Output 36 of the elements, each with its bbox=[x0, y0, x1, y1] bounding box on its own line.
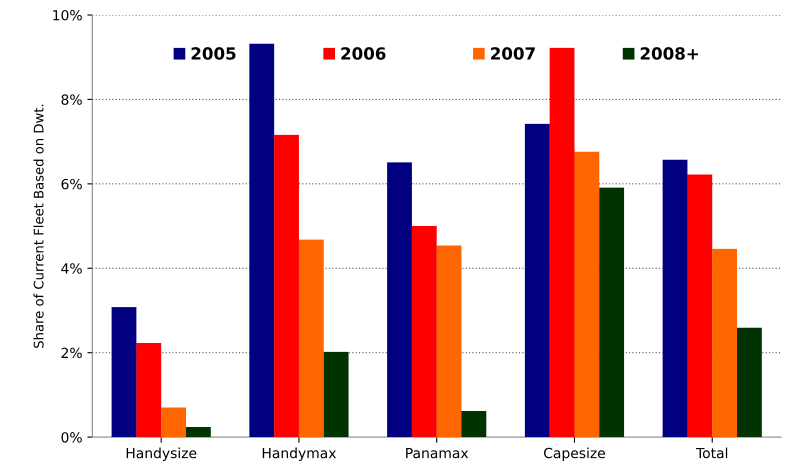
bar bbox=[298, 240, 324, 438]
bar bbox=[249, 44, 274, 438]
bar bbox=[662, 160, 688, 438]
bar bbox=[136, 342, 162, 438]
bar bbox=[186, 426, 211, 438]
y-axis-title: Share of Current Fleet Based on Dwt. bbox=[33, 104, 44, 348]
bar bbox=[274, 134, 299, 438]
bar bbox=[462, 410, 486, 438]
bar bbox=[712, 248, 738, 438]
legend-label: 2008+ bbox=[640, 47, 698, 60]
x-tick-label: Capesize bbox=[544, 448, 605, 461]
y-tick-label: 2% bbox=[62, 348, 82, 358]
bar bbox=[112, 307, 136, 438]
bar bbox=[599, 188, 624, 438]
bar bbox=[687, 174, 712, 438]
legend-label: 2006 bbox=[341, 47, 386, 60]
x-tick-label: Handysize bbox=[126, 448, 196, 461]
bar bbox=[387, 162, 412, 438]
x-tick-label: Handymax bbox=[262, 448, 336, 461]
y-tick-label: 4% bbox=[61, 263, 82, 274]
bar bbox=[524, 124, 550, 438]
y-tick-label: 8% bbox=[62, 94, 82, 105]
y-tick-label: 10% bbox=[53, 10, 82, 20]
y-tick-label: 0% bbox=[61, 432, 82, 443]
bar bbox=[324, 352, 349, 438]
legend-label: 2007 bbox=[491, 47, 535, 60]
bar bbox=[737, 328, 762, 438]
legend-label: 2005 bbox=[192, 47, 236, 60]
y-tick-label: 6% bbox=[62, 178, 82, 190]
bar bbox=[161, 408, 186, 438]
bar bbox=[550, 48, 574, 438]
x-tick-label: Panamax bbox=[406, 448, 468, 458]
bar bbox=[412, 226, 437, 438]
bar bbox=[436, 245, 462, 438]
bar bbox=[574, 152, 600, 438]
x-tick-label: Total bbox=[696, 448, 728, 458]
